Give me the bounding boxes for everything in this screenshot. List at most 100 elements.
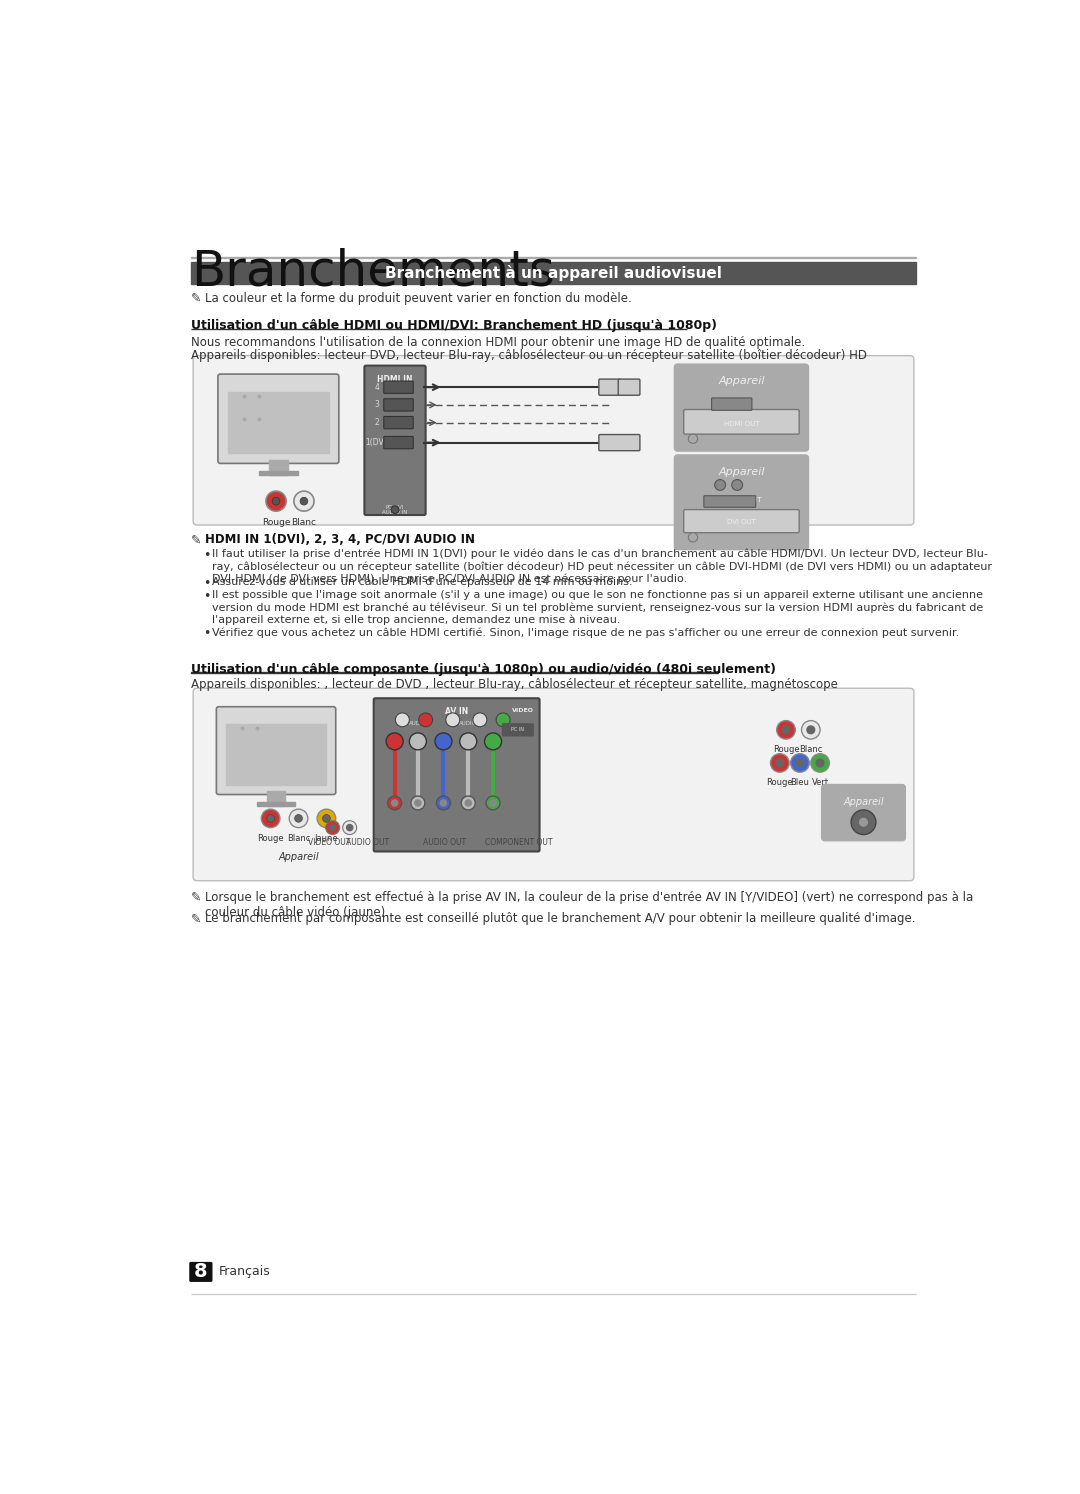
FancyBboxPatch shape [684, 409, 799, 435]
Circle shape [300, 498, 308, 505]
FancyBboxPatch shape [822, 784, 905, 841]
FancyBboxPatch shape [383, 436, 414, 448]
Text: HDMI OUT: HDMI OUT [724, 421, 759, 427]
Text: ✎: ✎ [191, 293, 201, 305]
Text: Appareil: Appareil [279, 852, 319, 862]
Text: Blanc: Blanc [292, 518, 316, 527]
Text: Branchement à un appareil audiovisuel: Branchement à un appareil audiovisuel [386, 266, 721, 281]
Circle shape [391, 506, 399, 514]
Circle shape [267, 814, 274, 822]
Text: AUDIO OUT: AUDIO OUT [423, 838, 467, 847]
Text: PC IN: PC IN [511, 728, 525, 732]
Circle shape [791, 753, 809, 772]
Text: Appareil: Appareil [718, 376, 765, 387]
Circle shape [289, 810, 308, 828]
Circle shape [415, 799, 421, 807]
Circle shape [770, 753, 789, 772]
Text: Vert: Vert [811, 778, 828, 787]
FancyBboxPatch shape [193, 689, 914, 881]
Text: AV IN: AV IN [445, 708, 469, 717]
Text: Rouge: Rouge [767, 778, 793, 787]
Text: Rouge: Rouge [257, 834, 284, 843]
Circle shape [435, 734, 451, 750]
Text: 8: 8 [194, 1262, 207, 1282]
Bar [228, 391, 328, 453]
Text: AUDIO OUT: AUDIO OUT [346, 838, 389, 847]
Text: Appareils disponibles: lecteur DVD, lecteur Blu-ray, câblosélecteur ou un récept: Appareils disponibles: lecteur DVD, lect… [191, 348, 867, 362]
FancyBboxPatch shape [374, 698, 540, 852]
Bar [267, 790, 285, 807]
FancyBboxPatch shape [598, 435, 640, 451]
Text: •: • [203, 627, 211, 641]
Circle shape [409, 734, 427, 750]
Bar [191, 263, 916, 284]
Text: Il faut utiliser la prise d'entrée HDMI IN 1(DVI) pour le vidéo dans le cas d'un: Il faut utiliser la prise d'entrée HDMI … [213, 548, 993, 584]
Bar [257, 802, 296, 807]
FancyBboxPatch shape [216, 707, 336, 795]
Circle shape [410, 796, 424, 810]
Circle shape [775, 759, 784, 766]
Circle shape [388, 796, 402, 810]
Text: HDMI IN: HDMI IN [377, 375, 413, 384]
Circle shape [465, 799, 471, 807]
Text: Appareils disponibles: , lecteur de DVD , lecteur Blu-ray, câblosélecteur et réc: Appareils disponibles: , lecteur de DVD … [191, 678, 838, 692]
Text: COMPONENT OUT: COMPONENT OUT [485, 838, 552, 847]
Circle shape [796, 759, 804, 766]
Text: AUDIO: AUDIO [409, 722, 427, 726]
Circle shape [395, 713, 409, 726]
Circle shape [347, 825, 353, 831]
Circle shape [732, 480, 743, 490]
Text: 2: 2 [375, 418, 379, 427]
Circle shape [261, 810, 280, 828]
FancyBboxPatch shape [618, 379, 640, 396]
Text: 1(DVI): 1(DVI) [365, 438, 389, 447]
Text: AUDIO: AUDIO [459, 722, 477, 726]
Text: DVI OUT: DVI OUT [727, 518, 756, 524]
Circle shape [688, 435, 698, 444]
Circle shape [441, 799, 446, 807]
Text: VIDEO: VIDEO [512, 708, 534, 713]
Text: Nous recommandons l'utilisation de la connexion HDMI pour obtenir une image HD d: Nous recommandons l'utilisation de la co… [191, 336, 805, 350]
Circle shape [816, 759, 824, 766]
Text: Le branchement par composante est conseillé plutôt que le branchement A/V pour o: Le branchement par composante est consei… [205, 913, 915, 925]
Circle shape [272, 498, 280, 505]
FancyBboxPatch shape [684, 509, 799, 533]
Text: Utilisation d'un câble HDMI ou HDMI/DVI: Branchement HD (jusqu'à 1080p): Utilisation d'un câble HDMI ou HDMI/DVI:… [191, 320, 717, 333]
Text: PC/DVI
AUDIO IN: PC/DVI AUDIO IN [382, 503, 408, 515]
FancyBboxPatch shape [383, 399, 414, 411]
Text: HDMI IN 1(DVI), 2, 3, 4, PC/DVI AUDIO IN: HDMI IN 1(DVI), 2, 3, 4, PC/DVI AUDIO IN [205, 533, 475, 547]
Circle shape [473, 713, 487, 726]
Bar [269, 460, 287, 475]
Text: Assurez-vous d'utiliser un câble HDMI d'une épaisseur de 14 mm ou moins.: Assurez-vous d'utiliser un câble HDMI d'… [213, 577, 633, 587]
Text: Rouge: Rouge [261, 518, 291, 527]
FancyBboxPatch shape [598, 379, 621, 396]
Circle shape [782, 726, 789, 734]
Text: Branchements: Branchements [191, 247, 555, 294]
Circle shape [851, 810, 876, 835]
FancyBboxPatch shape [218, 374, 339, 463]
Circle shape [266, 492, 286, 511]
Bar [227, 725, 326, 784]
FancyBboxPatch shape [674, 365, 809, 451]
Circle shape [318, 810, 336, 828]
Text: Il est possible que l'image soit anormale (s'il y a une image) ou que le son ne : Il est possible que l'image soit anormal… [213, 590, 984, 624]
Circle shape [295, 814, 302, 822]
Circle shape [807, 726, 814, 734]
Text: Jaune: Jaune [314, 834, 338, 843]
Circle shape [461, 796, 475, 810]
FancyBboxPatch shape [674, 456, 809, 550]
Text: Lorsque le branchement est effectué à la prise AV IN, la couleur de la prise d'e: Lorsque le branchement est effectué à la… [205, 890, 973, 919]
Text: Appareil: Appareil [718, 468, 765, 477]
Circle shape [485, 734, 501, 750]
Circle shape [486, 796, 500, 810]
FancyBboxPatch shape [193, 356, 914, 524]
FancyBboxPatch shape [189, 1262, 213, 1282]
Circle shape [460, 734, 476, 750]
Circle shape [329, 825, 336, 831]
Circle shape [801, 720, 820, 740]
Text: Vérifiez que vous achetez un câble HDMI certifié. Sinon, l'image risque de ne pa: Vérifiez que vous achetez un câble HDMI … [213, 627, 960, 638]
Circle shape [860, 819, 867, 826]
Text: AUDIO OUT: AUDIO OUT [721, 498, 761, 503]
FancyBboxPatch shape [704, 496, 756, 508]
Circle shape [294, 492, 314, 511]
